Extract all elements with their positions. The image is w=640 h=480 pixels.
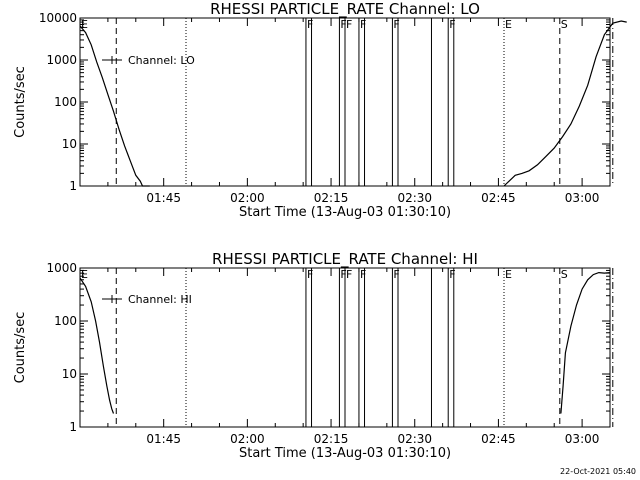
event-marker-label: S [561,18,568,31]
event-marker-label: F [393,18,399,31]
y-tick-label: 1 [69,420,77,434]
event-marker-label: S [561,268,568,281]
y-tick-label: 10 [62,137,77,151]
event-marker-label: F [340,18,346,31]
x-tick-label: 02:30 [397,432,432,446]
event-marker-label: E [81,18,88,31]
y-axis-label: Counts/sec [13,66,28,138]
series-line-channel-lo [79,25,150,187]
event-marker-label: F [360,268,366,281]
event-marker-label: F [346,268,352,281]
y-axis-label: Counts/sec [13,312,28,384]
y-tick-label: 1000 [46,261,77,275]
event-marker-label: F [449,268,455,281]
event-marker-label: E [505,268,512,281]
event-marker-label: E [81,268,88,281]
event-marker-label: F [393,268,399,281]
x-tick-label: 02:15 [314,191,349,205]
y-tick-label: 1 [69,179,77,193]
y-tick-label: 1000 [46,53,77,67]
x-tick-label: 02:00 [230,432,265,446]
chart-panel-0: RHESSI PARTICLE_RATE Channel: LO 1 10 100 10… [13,0,627,220]
event-marker-label: E [505,18,512,31]
series-line-channel-hi [79,277,115,414]
event-marker-label: F [307,18,313,31]
y-tick-label: 100 [54,95,77,109]
event-marker-label: F [449,18,455,31]
chart-title: RHESSI PARTICLE_RATE Channel: HI [212,250,478,269]
x-tick-label: 03:00 [565,191,600,205]
x-tick-label: 01:45 [146,191,181,205]
x-tick-label: 01:45 [146,432,181,446]
event-marker-label: F [346,18,352,31]
y-tick-label: 100 [54,314,77,328]
series-line-channel-lo [503,20,627,187]
y-tick-label: 10 [62,367,77,381]
legend-label: Channel: HI [128,293,192,306]
x-tick-label: 02:30 [397,191,432,205]
x-axis-label: Start Time (13-Aug-03 01:30:10) [239,205,451,220]
x-tick-label: 02:45 [481,191,516,205]
event-marker-label: F [340,268,346,281]
event-marker-label: F [307,268,313,281]
chart-title: RHESSI PARTICLE_RATE Channel: LO [210,0,480,19]
y-tick-label: 10000 [39,11,77,25]
generation-timestamp: 22-Oct-2021 05:40 [560,467,636,476]
series-line-channel-hi [560,271,611,414]
legend-label: Channel: LO [128,54,195,67]
chart-panel-1: RHESSI PARTICLE_RATE Channel: HI 1 10 100 10… [13,250,614,461]
x-tick-label: 02:00 [230,191,265,205]
x-tick-label: 02:45 [481,432,516,446]
event-marker-label: F [360,18,366,31]
x-tick-label: 03:00 [565,432,600,446]
x-axis-label: Start Time (13-Aug-03 01:30:10) [239,446,451,461]
x-tick-label: 02:15 [314,432,349,446]
